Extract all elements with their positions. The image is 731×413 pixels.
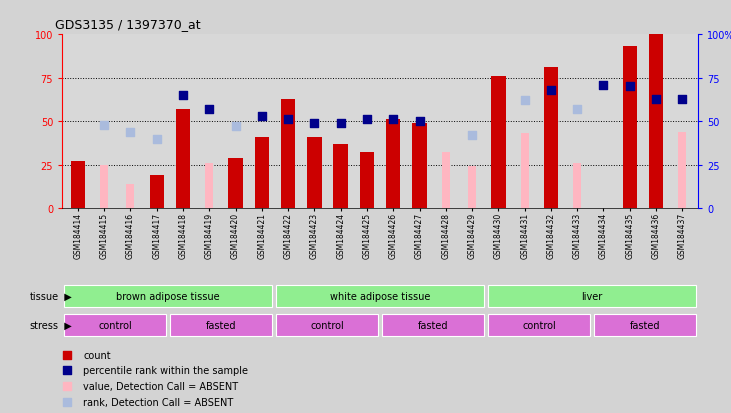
Text: control: control bbox=[522, 320, 556, 330]
Point bbox=[545, 168, 556, 175]
Bar bbox=[491, 77, 506, 209]
Text: ▶: ▶ bbox=[58, 320, 72, 330]
Bar bbox=[276, 314, 378, 337]
Point bbox=[519, 98, 531, 104]
Text: control: control bbox=[98, 320, 132, 330]
Bar bbox=[544, 68, 558, 209]
Point bbox=[99, 122, 110, 128]
Bar bbox=[307, 138, 322, 209]
Bar bbox=[412, 123, 427, 209]
Point bbox=[650, 96, 662, 102]
Bar bbox=[175, 110, 190, 209]
Point bbox=[414, 119, 425, 125]
Text: value, Detection Call = ABSENT: value, Detection Call = ABSENT bbox=[83, 382, 238, 392]
Text: count: count bbox=[83, 350, 111, 360]
Point bbox=[545, 87, 557, 94]
Bar bbox=[64, 314, 166, 337]
Bar bbox=[333, 145, 348, 209]
Bar bbox=[205, 164, 213, 209]
Text: percentile rank within the sample: percentile rank within the sample bbox=[83, 366, 249, 375]
Bar bbox=[281, 99, 295, 209]
Text: ▶: ▶ bbox=[58, 291, 72, 301]
Bar bbox=[678, 132, 686, 209]
Bar bbox=[228, 158, 243, 209]
Bar bbox=[64, 285, 272, 308]
Text: fasted: fasted bbox=[206, 320, 236, 330]
Bar bbox=[520, 134, 529, 209]
Point bbox=[624, 84, 636, 90]
Point bbox=[676, 96, 688, 102]
Bar bbox=[276, 285, 484, 308]
Bar bbox=[150, 176, 164, 209]
Text: control: control bbox=[310, 320, 344, 330]
Text: brown adipose tissue: brown adipose tissue bbox=[116, 291, 220, 301]
Point bbox=[387, 117, 399, 123]
Text: stress: stress bbox=[29, 320, 58, 330]
Text: rank, Detection Call = ABSENT: rank, Detection Call = ABSENT bbox=[83, 397, 233, 407]
Bar bbox=[488, 285, 696, 308]
Bar bbox=[386, 120, 401, 209]
Bar bbox=[170, 314, 272, 337]
Bar bbox=[71, 162, 85, 209]
Bar bbox=[623, 47, 637, 209]
Bar bbox=[573, 164, 581, 209]
Text: fasted: fasted bbox=[418, 320, 448, 330]
Point bbox=[335, 120, 346, 127]
Point bbox=[545, 313, 556, 319]
Point bbox=[466, 133, 478, 139]
Bar bbox=[468, 167, 476, 209]
Text: GDS3135 / 1397370_at: GDS3135 / 1397370_at bbox=[55, 18, 200, 31]
Text: white adipose tissue: white adipose tissue bbox=[330, 291, 431, 301]
Point bbox=[151, 136, 162, 142]
Text: fasted: fasted bbox=[630, 320, 660, 330]
Bar bbox=[126, 184, 135, 209]
Bar bbox=[442, 153, 450, 209]
Bar bbox=[382, 314, 484, 337]
Point bbox=[545, 24, 556, 31]
Bar bbox=[254, 138, 269, 209]
Bar bbox=[594, 314, 696, 337]
Bar bbox=[360, 153, 374, 209]
Bar bbox=[649, 35, 663, 209]
Point bbox=[572, 107, 583, 113]
Text: liver: liver bbox=[581, 291, 603, 301]
Point bbox=[598, 82, 610, 89]
Point bbox=[256, 113, 268, 120]
Point bbox=[361, 117, 373, 123]
Point bbox=[308, 120, 320, 127]
Text: tissue: tissue bbox=[29, 291, 58, 301]
Point bbox=[177, 93, 189, 99]
Point bbox=[230, 124, 241, 131]
Point bbox=[124, 129, 136, 135]
Bar bbox=[100, 165, 108, 209]
Point bbox=[282, 117, 294, 123]
Point bbox=[203, 107, 215, 113]
Bar bbox=[488, 314, 590, 337]
